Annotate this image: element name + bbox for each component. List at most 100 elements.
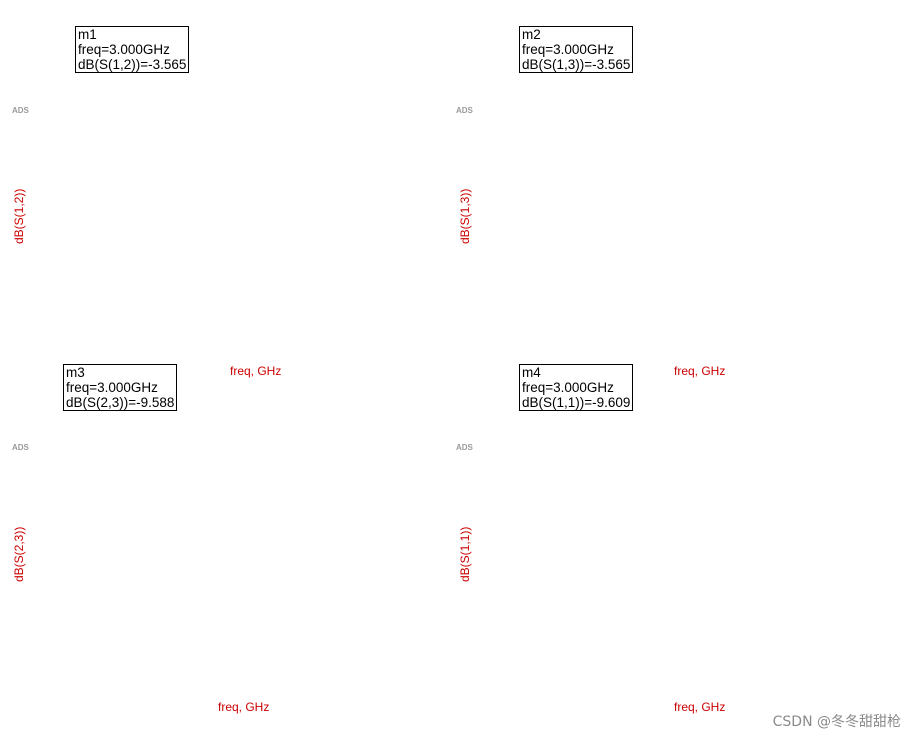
- y-tick-label: -3.575: [43, 324, 73, 336]
- y-tick-label: -3.565: [485, 210, 515, 222]
- plot-frame: [523, 100, 885, 330]
- y-tick-label: -9.61: [491, 615, 515, 627]
- marker-value: dB(S(1,2))=-3.565: [78, 57, 187, 72]
- x-axis-label: freq, GHz: [674, 700, 726, 714]
- x-tick-label: 2.6: [625, 673, 640, 685]
- x-tick-label: 3.2: [733, 337, 748, 349]
- plot-frame: [523, 437, 885, 666]
- x-tick-label: 3.6: [361, 337, 376, 349]
- x-tick-label: 3.8: [841, 673, 856, 685]
- x-tick-label: 3.2: [289, 337, 304, 349]
- x-tick-label: 3.6: [805, 337, 820, 349]
- marker-triangle: [700, 610, 708, 618]
- y-tick-label: -8.8: [40, 478, 58, 490]
- marker-name: m1: [78, 27, 97, 42]
- x-axis-label: freq, GHz: [230, 364, 282, 378]
- marker-triangle: [700, 210, 708, 217]
- x-tick-label: 3.8: [384, 673, 399, 685]
- y-tick-label: -9.0: [40, 524, 58, 536]
- marker-name: m4: [522, 365, 541, 380]
- marker-readout-m1[interactable]: m1 freq=3.000GHz dB(S(1,2))=-3.565: [75, 26, 190, 73]
- plot-frame: [81, 100, 441, 330]
- y-tick-label: -3.575: [485, 324, 515, 336]
- ads-tag: ADS: [12, 106, 29, 115]
- marker-freq: freq=3.000GHz: [522, 380, 614, 395]
- y-tick-label: -3.555: [43, 96, 73, 108]
- x-axis-label: freq, GHz: [218, 700, 270, 714]
- y-tick-label: -3.570: [43, 267, 73, 279]
- x-tick-label: 3.0: [240, 673, 255, 685]
- x-tick-label: 3.4: [769, 337, 784, 349]
- marker-name: m2: [522, 27, 541, 42]
- y-tick-label: -9.60: [491, 569, 515, 581]
- x-tick-label: 2.4: [132, 673, 147, 685]
- y-tick-label: -9.6: [40, 660, 58, 672]
- x-tick-label: 3.6: [348, 673, 363, 685]
- x-tick-label: 2.6: [168, 673, 183, 685]
- marker-label: m3: [238, 641, 257, 656]
- x-tick-label: 2.8: [661, 337, 676, 349]
- x-tick-label: 4.0: [433, 337, 448, 349]
- marker-label: m1: [252, 194, 271, 209]
- marker-readout-m2[interactable]: m2 freq=3.000GHz dB(S(1,3))=-3.565: [519, 26, 634, 73]
- marker-value: dB(S(2,3))=-9.588: [66, 395, 175, 410]
- x-tick-label: 2.0: [517, 673, 532, 685]
- x-tick-label: 3.0: [254, 337, 269, 349]
- y-tick-label: -9.2: [40, 569, 58, 581]
- x-tick-label: 2.0: [517, 337, 532, 349]
- x-tick-label: 3.0: [697, 673, 712, 685]
- x-tick-label: 2.6: [625, 337, 640, 349]
- x-tick-label: 4.0: [877, 673, 892, 685]
- y-tick-label: -3.570: [485, 267, 515, 279]
- x-tick-label: 2.0: [60, 673, 75, 685]
- plot-frame: [66, 437, 428, 666]
- marker-name: m3: [66, 365, 85, 380]
- y-tick-label: -9.4: [40, 615, 58, 627]
- marker-readout-m3[interactable]: m3 freq=3.000GHz dB(S(2,3))=-9.588: [63, 364, 178, 411]
- ads-tag: ADS: [456, 106, 473, 115]
- x-tick-label: 2.8: [204, 673, 219, 685]
- marker-freq: freq=3.000GHz: [78, 42, 170, 57]
- y-tick-label: -9.59: [491, 524, 515, 536]
- x-tick-label: 2.4: [589, 673, 604, 685]
- marker-readout-m4[interactable]: m4 freq=3.000GHz dB(S(1,1))=-9.609: [519, 364, 634, 411]
- y-axis-label: dB(S(1,1)): [458, 526, 472, 582]
- x-tick-label: 2.4: [146, 337, 161, 349]
- y-tick-label: -9.58: [491, 478, 515, 490]
- y-tick-label: -8.6: [40, 433, 58, 445]
- x-tick-label: 2.8: [218, 337, 233, 349]
- x-tick-label: 2.2: [553, 337, 568, 349]
- series-line: [66, 458, 428, 665]
- watermark: CSDN @冬冬甜甜枪: [772, 714, 901, 730]
- x-tick-label: 2.8: [661, 673, 676, 685]
- x-tick-label: 3.2: [276, 673, 291, 685]
- marker-label: m4: [695, 594, 714, 609]
- y-tick-label: -3.565: [43, 210, 73, 222]
- marker-value: dB(S(1,1))=-9.609: [522, 395, 631, 410]
- x-tick-label: 2.6: [182, 337, 197, 349]
- x-tick-label: 2.2: [96, 673, 111, 685]
- marker-freq: freq=3.000GHz: [522, 42, 614, 57]
- marker-freq: freq=3.000GHz: [66, 380, 158, 395]
- y-tick-label: -3.560: [485, 153, 515, 165]
- x-axis-label: freq, GHz: [674, 364, 726, 378]
- x-tick-label: 3.0: [697, 337, 712, 349]
- x-tick-label: 2.0: [75, 337, 90, 349]
- x-tick-label: 2.2: [110, 337, 125, 349]
- marker-label: m2: [695, 194, 714, 209]
- marker-value: dB(S(1,3))=-3.565: [522, 57, 631, 72]
- ads-tag: ADS: [456, 443, 473, 452]
- y-tick-label: -9.57: [491, 433, 515, 445]
- x-tick-label: 3.8: [841, 337, 856, 349]
- y-tick-label: -9.62: [491, 660, 515, 672]
- x-tick-label: 4.0: [420, 673, 435, 685]
- y-tick-label: -3.560: [43, 153, 73, 165]
- marker-triangle: [257, 210, 265, 217]
- x-tick-label: 3.6: [805, 673, 820, 685]
- ads-tag: ADS: [12, 443, 29, 452]
- x-tick-label: 3.4: [325, 337, 340, 349]
- x-tick-label: 3.8: [397, 337, 412, 349]
